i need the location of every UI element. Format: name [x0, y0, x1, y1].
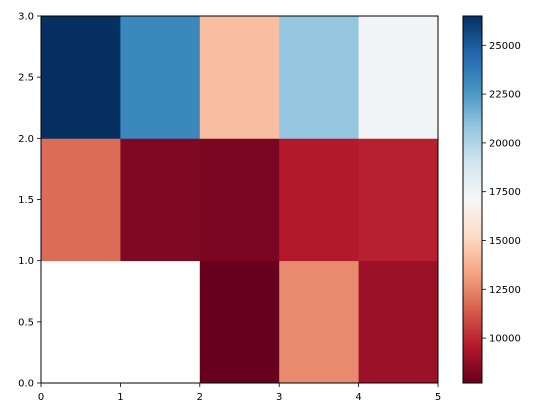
x-tick-label: 4: [355, 392, 361, 403]
x-tick-label: 5: [435, 392, 441, 403]
heatmap-cell: [120, 138, 201, 262]
heatmap-cell: [358, 16, 439, 139]
x-axis: 0 1 2 3 4 5: [38, 383, 441, 403]
colorbar-ticks: 10000 12500 15000 17500 20000 22500 25000: [482, 41, 521, 345]
colorbar-tick-label: 20000: [489, 138, 521, 149]
colorbar-frame: [462, 15, 483, 384]
heatmap-cell: [199, 260, 280, 384]
heatmap-cell: [120, 16, 201, 139]
y-tick-label: 1.5: [18, 195, 34, 206]
colorbar-tick-label: 15000: [489, 236, 521, 247]
heatmap-cell: [279, 138, 359, 262]
colorbar-tick-label: 10000: [489, 334, 521, 345]
heatmap-cell: [199, 16, 280, 139]
y-tick-label: 3.0: [18, 12, 34, 23]
y-tick-label: 2.5: [18, 73, 34, 84]
colorbar: [463, 16, 482, 383]
heatmap-cells: [41, 16, 439, 384]
heatmap-cell: [358, 138, 439, 262]
x-tick-label: 2: [197, 392, 203, 403]
y-tick-label: 0.5: [18, 317, 34, 328]
heatmap-cell: [199, 138, 280, 262]
y-axis: 0.0 0.5 1.0 1.5 2.0 2.5 3.0: [18, 12, 41, 390]
x-tick-label: 3: [276, 392, 282, 403]
x-tick-label: 1: [117, 392, 123, 403]
heatmap-cell: [41, 16, 121, 139]
x-tick-label: 0: [38, 392, 44, 403]
heatmap-cell: [358, 260, 439, 384]
colorbar-tick-label: 22500: [489, 90, 521, 101]
y-tick-label: 0.0: [18, 379, 34, 390]
heatmap-cell: [41, 261, 121, 384]
heatmap-cell: [41, 138, 121, 262]
heatmap-cell: [120, 261, 200, 384]
colorbar-tick-label: 12500: [489, 285, 521, 296]
y-tick-label: 1.0: [18, 256, 34, 267]
colorbar-tick-label: 17500: [489, 187, 521, 198]
heatmap-cell: [279, 16, 359, 139]
colorbar-tick-label: 25000: [489, 41, 521, 52]
y-tick-label: 2.0: [18, 134, 34, 145]
heatmap-cell: [279, 260, 359, 384]
